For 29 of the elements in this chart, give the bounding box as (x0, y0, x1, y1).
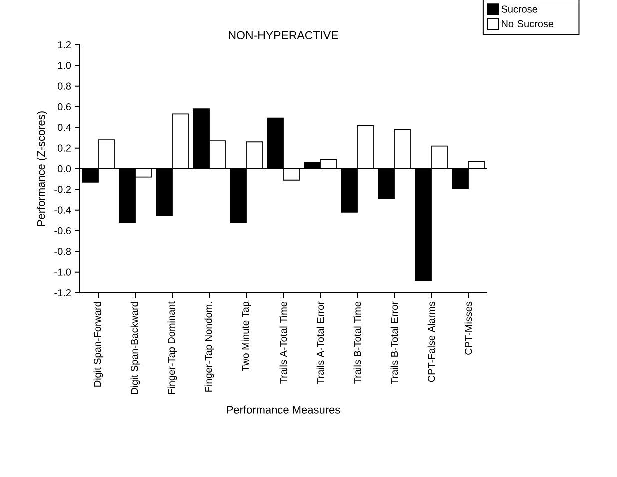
y-tick-label: -1.2 (54, 290, 71, 296)
x-tick-label: Two Minute Tap (242, 302, 252, 372)
legend-label: No Sucrose (502, 20, 554, 28)
x-tick-label: Finger-Tap Nondom. (204, 302, 214, 392)
x-tick-label: CPT-False Alarms (428, 302, 436, 382)
y-tick-label: 0.6 (58, 103, 72, 111)
y-tick-label: 0.2 (58, 144, 71, 152)
x-tick-label: Trails B-Total Error (390, 302, 398, 384)
chart-title: NON-HYPERACTIVE (229, 31, 338, 40)
y-tick-label: 1.0 (58, 62, 72, 70)
x-tick-label: Digit Span-Forward (94, 302, 104, 387)
x-tick-label: Finger-Tap Dominant (168, 302, 178, 394)
y-tick-label: -1.0 (54, 268, 72, 276)
y-tick-label: -0.8 (54, 248, 72, 256)
x-tick-label: CPT-Misses (464, 302, 472, 355)
legend-label: Sucrose (502, 6, 538, 13)
y-tick-label: 1.2 (58, 42, 71, 48)
y-tick-label: -0.6 (54, 227, 72, 235)
x-axis-title: Performance Measures (227, 406, 340, 414)
y-tick-label: -0.2 (54, 186, 71, 194)
y-tick-label: -0.4 (54, 206, 72, 214)
x-tick-label: Digit Span-Backward (130, 302, 140, 394)
y-tick-label: 0.4 (58, 124, 72, 132)
y-axis-title: Performance (Z-scores) (37, 112, 48, 226)
x-tick-label: Trails B-Total Time (354, 302, 362, 384)
x-tick-label: Trails A-Total Error (316, 302, 324, 384)
x-tick-label: Trails A-Total Time (280, 302, 288, 384)
y-tick-label: 0.8 (58, 82, 72, 90)
y-tick-label: 0.0 (58, 165, 72, 173)
